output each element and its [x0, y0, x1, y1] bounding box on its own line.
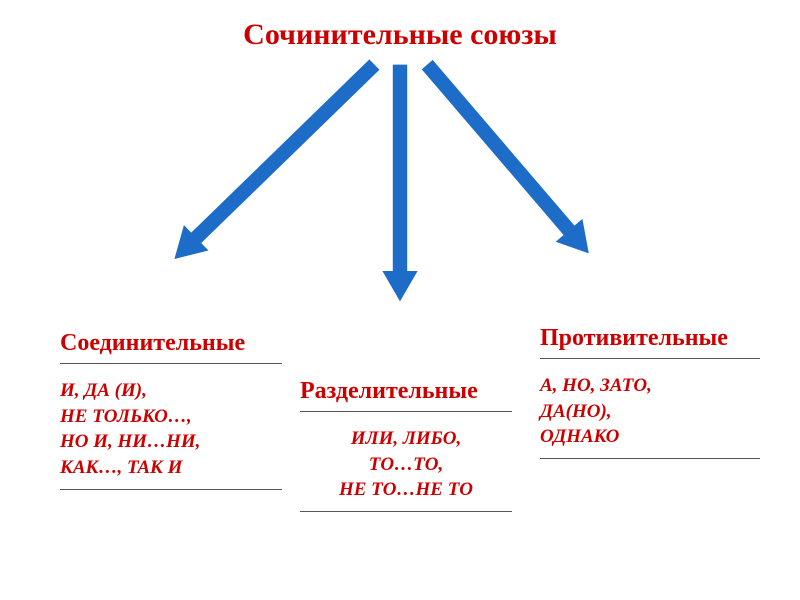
example-line: ОДНАКО	[540, 424, 760, 450]
main-title: Сочинительные союзы	[0, 18, 800, 52]
example-line: И, ДА (И),	[60, 378, 282, 404]
category-center-heading: Разделительные	[300, 378, 512, 412]
category-left: Соединительные И, ДА (И),НЕ ТОЛЬКО…,НО И…	[60, 330, 282, 490]
example-line: КАК…, ТАК И	[60, 455, 282, 481]
category-center: Разделительные ИЛИ, ЛИБО,ТО…ТО,НЕ ТО…НЕ …	[300, 378, 512, 512]
example-line: НЕ ТО…НЕ ТО	[300, 477, 512, 503]
example-line: А, НО, ЗАТО,	[540, 373, 760, 399]
example-line: ТО…ТО,	[300, 452, 512, 478]
category-left-heading: Соединительные	[60, 330, 282, 364]
example-line: ДА(НО),	[540, 399, 760, 425]
category-right-examples: А, НО, ЗАТО,ДА(НО),ОДНАКО	[540, 373, 760, 459]
category-center-examples: ИЛИ, ЛИБО,ТО…ТО,НЕ ТО…НЕ ТО	[300, 426, 512, 512]
arrow	[174, 59, 379, 259]
arrow	[422, 60, 589, 254]
arrows-svg	[0, 55, 800, 335]
example-line: НО И, НИ…НИ,	[60, 429, 282, 455]
example-line: ИЛИ, ЛИБО,	[300, 426, 512, 452]
arrow	[382, 65, 417, 302]
category-right-heading: Противительные	[540, 325, 760, 359]
category-right: Противительные А, НО, ЗАТО,ДА(НО),ОДНАКО	[540, 325, 760, 459]
example-line: НЕ ТОЛЬКО…,	[60, 404, 282, 430]
category-left-examples: И, ДА (И),НЕ ТОЛЬКО…,НО И, НИ…НИ,КАК…, Т…	[60, 378, 282, 490]
